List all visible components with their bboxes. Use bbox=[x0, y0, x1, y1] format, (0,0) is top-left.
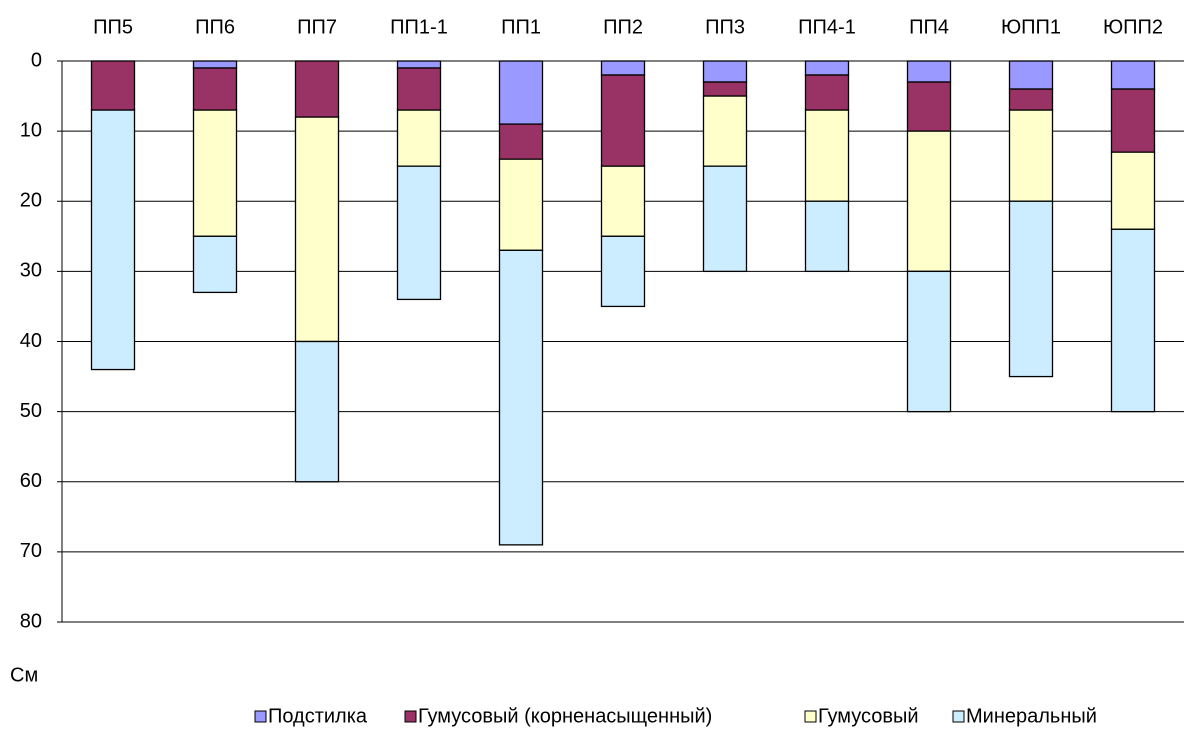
bar-segment bbox=[804, 60, 850, 76]
x-tick-label: ПП6 bbox=[195, 16, 235, 38]
y-tick-label: 50 bbox=[20, 400, 42, 422]
bar-segment bbox=[192, 235, 238, 294]
legend-swatch bbox=[804, 710, 817, 723]
bar-segment bbox=[396, 67, 442, 111]
legend-label: Гумусовый (корненасыщенный) bbox=[418, 705, 712, 727]
bar-segment bbox=[906, 270, 952, 413]
y-tick-label: 70 bbox=[20, 540, 42, 562]
y-tick-label: 0 bbox=[31, 49, 42, 71]
bar-segment bbox=[702, 81, 748, 97]
bar-segment bbox=[804, 200, 850, 273]
bar-segment bbox=[294, 116, 340, 343]
x-tick-label: ПП4 bbox=[909, 16, 949, 38]
bar-segment bbox=[600, 165, 646, 237]
y-tick-label: 10 bbox=[20, 119, 42, 141]
bar-segment bbox=[396, 60, 442, 69]
bar-segment bbox=[906, 60, 952, 83]
bar-segment bbox=[294, 60, 340, 118]
bar-segment bbox=[294, 340, 340, 483]
bar-segment bbox=[804, 109, 850, 202]
bar-segment bbox=[192, 109, 238, 237]
bar-segment bbox=[600, 60, 646, 76]
bar-segment bbox=[498, 249, 544, 546]
bar-segment bbox=[702, 95, 748, 167]
x-tick-label: ПП1-1 bbox=[390, 16, 448, 38]
bar-segment bbox=[1110, 228, 1156, 413]
x-tick-label: ПП3 bbox=[705, 16, 745, 38]
bar-segment bbox=[90, 60, 136, 111]
x-tick-label: ЮПП2 bbox=[1103, 16, 1163, 38]
legend-label: Подстилка bbox=[268, 705, 368, 727]
y-tick-label: 80 bbox=[20, 610, 42, 632]
x-tick-label: ПП5 bbox=[93, 16, 133, 38]
bar-segment bbox=[1008, 109, 1054, 202]
bar-segment bbox=[702, 60, 748, 83]
x-tick-label: ПП7 bbox=[297, 16, 337, 38]
y-tick-label: 60 bbox=[20, 470, 42, 492]
bar-segment bbox=[498, 158, 544, 251]
x-tick-label: ПП1 bbox=[501, 16, 541, 38]
bar-segment bbox=[1110, 60, 1156, 90]
y-axis-label: См bbox=[10, 664, 38, 686]
bar-segment bbox=[498, 123, 544, 160]
bar-segment bbox=[498, 60, 544, 125]
bar-segment bbox=[396, 109, 442, 167]
bar-segment bbox=[906, 81, 952, 132]
bar-segment bbox=[90, 109, 136, 371]
bar-segment bbox=[396, 165, 442, 301]
y-tick-label: 20 bbox=[20, 190, 42, 212]
bar-segment bbox=[1110, 151, 1156, 230]
y-tick-label: 40 bbox=[20, 330, 42, 352]
bar-segment bbox=[600, 74, 646, 167]
bar-segment bbox=[600, 235, 646, 308]
bar-segment bbox=[1110, 88, 1156, 153]
bar-segment bbox=[1008, 200, 1054, 378]
bar-segment bbox=[702, 165, 748, 273]
bar-segment bbox=[906, 130, 952, 273]
legend-swatch bbox=[404, 710, 417, 723]
x-tick-label: ЮПП1 bbox=[1001, 16, 1061, 38]
legend-swatch bbox=[254, 710, 267, 723]
legend-swatch bbox=[952, 710, 965, 723]
bar-segment bbox=[1008, 60, 1054, 90]
legend-label: Минеральный bbox=[966, 705, 1097, 727]
x-tick-label: ПП4-1 bbox=[798, 16, 856, 38]
legend-label: Гумусовый bbox=[818, 705, 919, 727]
bar-segment bbox=[192, 67, 238, 111]
bar-segment bbox=[192, 60, 238, 69]
bar-segment bbox=[1008, 88, 1054, 111]
y-tick-label: 30 bbox=[20, 260, 42, 282]
bar-segment bbox=[804, 74, 850, 111]
x-tick-label: ПП2 bbox=[603, 16, 643, 38]
